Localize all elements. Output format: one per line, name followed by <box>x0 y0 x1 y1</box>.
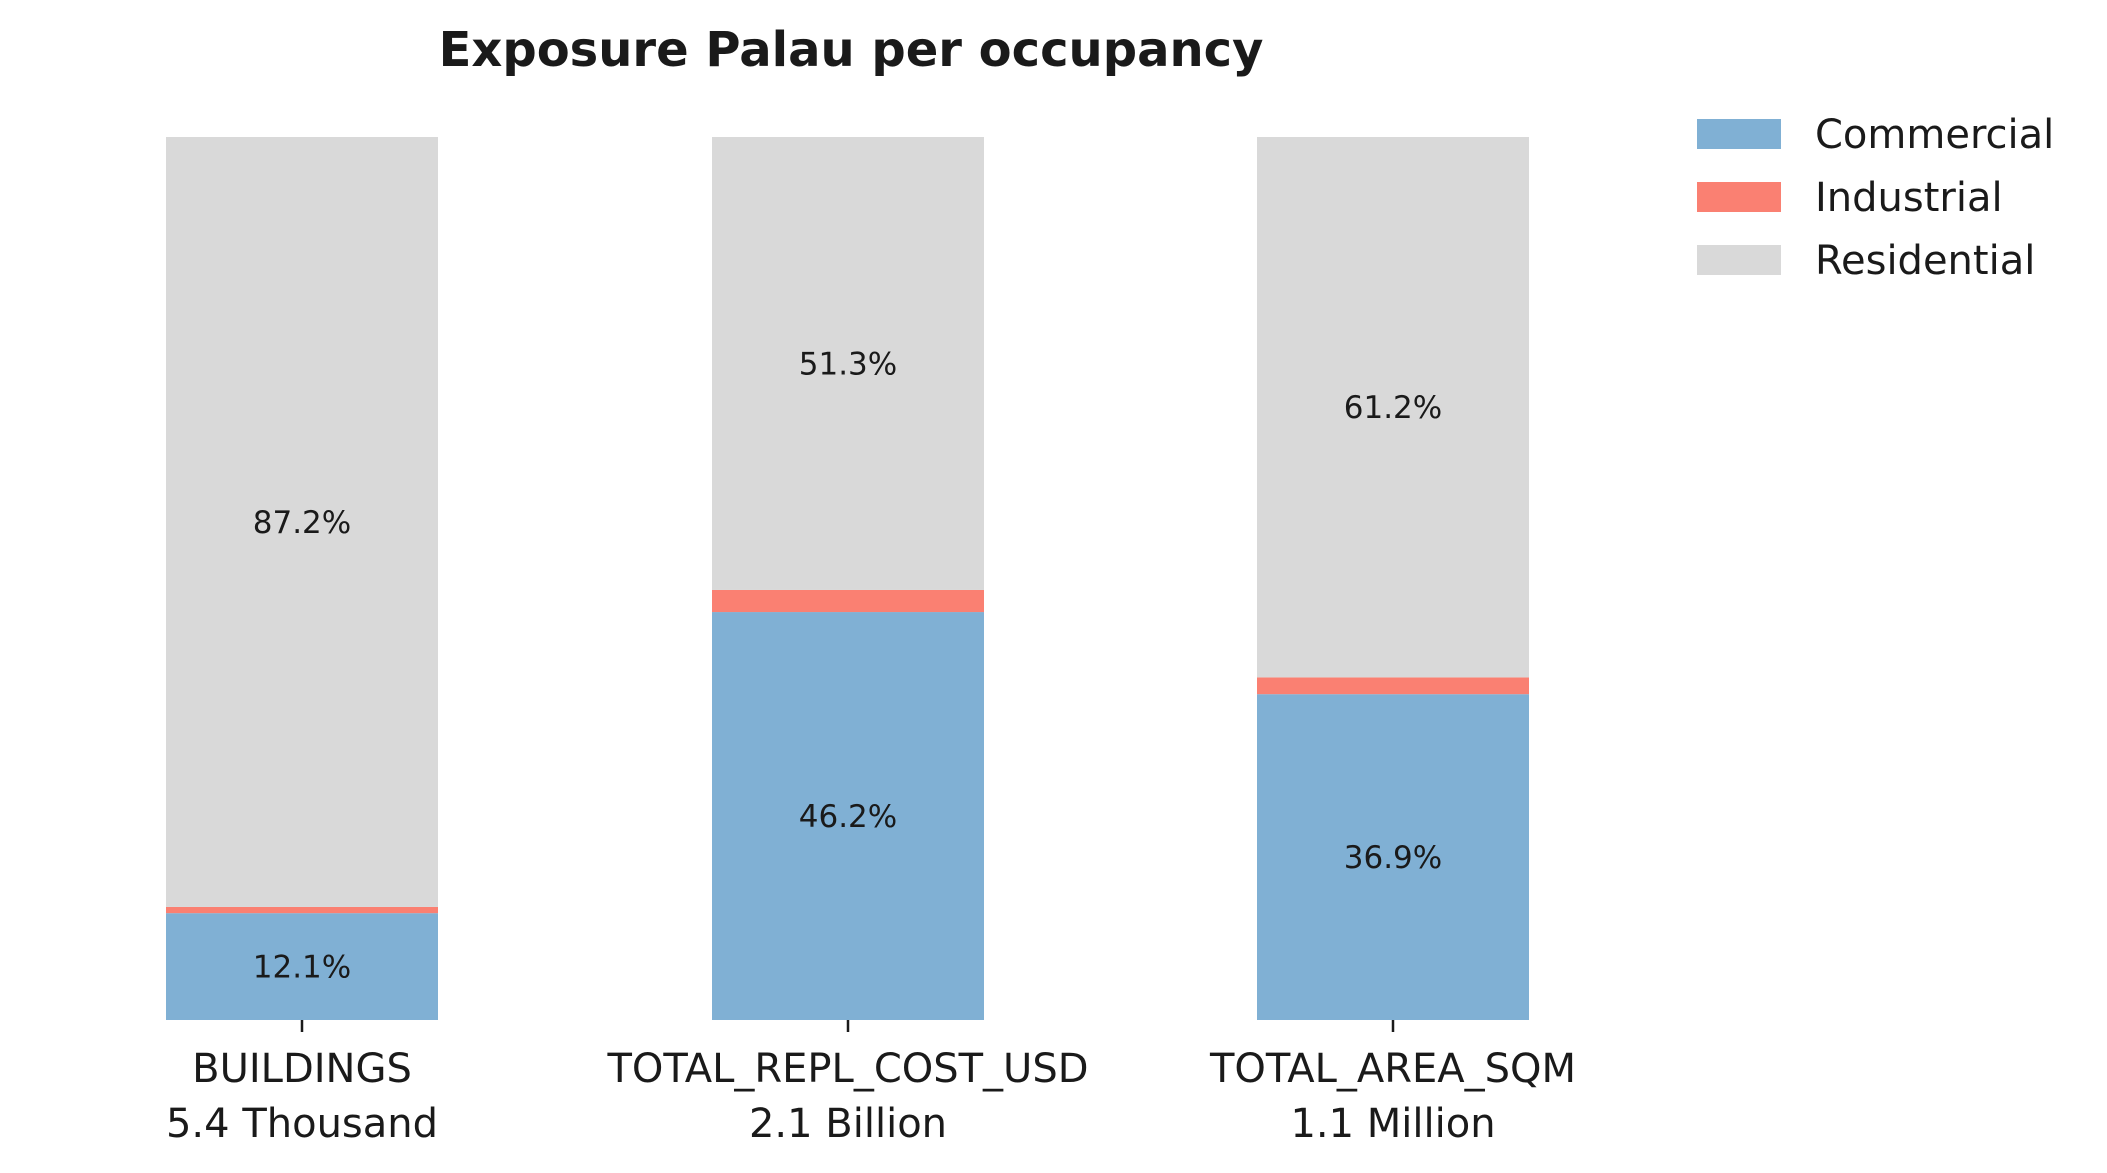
legend-swatch-commercial <box>1697 119 1781 149</box>
bar-segment-buildings-industrial <box>166 906 438 914</box>
bars-group <box>166 137 1529 1020</box>
data-label-buildings-commercial: 12.1% <box>253 950 351 986</box>
legend-label-commercial: Commercial <box>1815 112 2054 158</box>
x-tick-total-buildings: 5.4 Thousand <box>166 1101 438 1147</box>
bar-segment-total-area-sqm-residential <box>1257 137 1529 678</box>
legend-swatch-industrial <box>1697 182 1781 212</box>
bar-segment-total-area-sqm-industrial <box>1257 677 1529 695</box>
x-tick-total-total-repl-cost-usd: 2.1 Billion <box>749 1101 947 1147</box>
data-label-total-repl-cost-usd-residential: 51.3% <box>799 346 897 382</box>
x-tick-label-total-repl-cost-usd: TOTAL_REPL_COST_USD <box>606 1046 1088 1092</box>
legend-swatch-residential <box>1697 245 1781 275</box>
legend-label-industrial: Industrial <box>1815 175 2003 221</box>
legend: Commercial Industrial Residential <box>1697 112 2054 284</box>
x-axis: BUILDINGS 5.4 Thousand TOTAL_REPL_COST_USD… <box>166 1020 1576 1147</box>
bar-segment-buildings-commercial <box>166 913 438 1020</box>
bar-segment-total-repl-cost-usd-residential <box>712 137 984 590</box>
data-label-total-area-sqm-commercial: 36.9% <box>1344 840 1442 876</box>
bar-segment-buildings-residential <box>166 137 438 907</box>
bar-segment-total-area-sqm-commercial <box>1257 694 1529 1020</box>
x-tick-label-total-area-sqm: TOTAL_AREA_SQM <box>1209 1046 1576 1092</box>
data-label-buildings-residential: 87.2% <box>253 505 351 541</box>
data-label-total-repl-cost-usd-commercial: 46.2% <box>799 799 897 835</box>
data-label-total-area-sqm-residential: 61.2% <box>1344 390 1442 426</box>
bar-segment-total-repl-cost-usd-industrial <box>712 589 984 613</box>
x-tick-total-total-area-sqm: 1.1 Million <box>1290 1101 1495 1147</box>
bar-segment-total-repl-cost-usd-commercial <box>712 612 984 1020</box>
data-labels-group: 12.1% 87.2% 46.2% 51.3% 36.9% 61.2% <box>253 346 1442 985</box>
legend-label-residential: Residential <box>1815 238 2035 284</box>
chart-title: Exposure Palau per occupancy <box>439 22 1264 78</box>
x-tick-label-buildings: BUILDINGS <box>192 1046 412 1092</box>
